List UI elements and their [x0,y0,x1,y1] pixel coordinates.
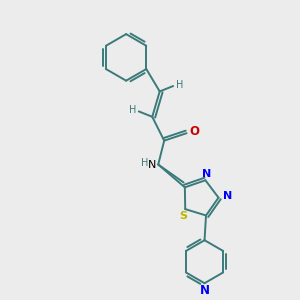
Text: H: H [129,105,136,115]
Text: N: N [223,191,232,201]
Text: H: H [141,158,148,168]
Text: S: S [180,211,188,221]
Text: N: N [202,169,212,179]
Text: H: H [176,80,183,90]
Text: O: O [189,125,199,138]
Text: N: N [200,284,209,298]
Text: N: N [148,160,156,170]
